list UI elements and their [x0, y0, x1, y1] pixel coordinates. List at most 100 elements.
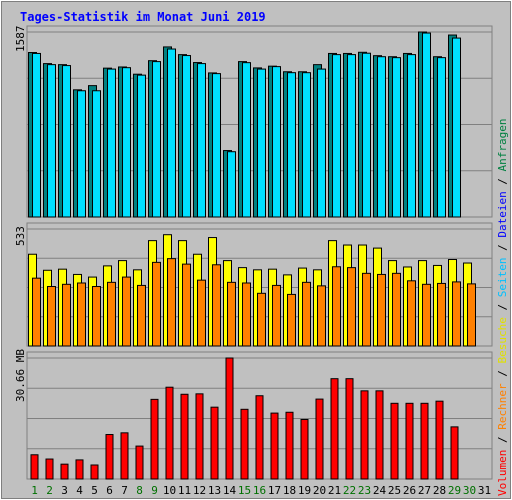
legend-separator: / — [496, 171, 509, 192]
legend-item-seiten: Seiten — [496, 257, 509, 298]
bar-volumen — [405, 402, 414, 480]
bar-seiten — [167, 48, 176, 218]
bar-volumen — [210, 406, 219, 480]
bar-seiten — [227, 151, 236, 218]
legend-item-rechner: Rechner — [496, 383, 509, 430]
bar-seiten — [197, 63, 206, 218]
bar-volumen — [240, 408, 249, 480]
day-label: 19 — [298, 484, 311, 497]
bar-seiten — [47, 64, 56, 218]
day-label: 14 — [223, 484, 237, 497]
bar-rechner — [422, 283, 431, 347]
bar-volumen — [195, 393, 204, 480]
bar-seiten — [452, 37, 461, 218]
bar-seiten — [347, 54, 356, 218]
bar-volumen — [135, 445, 144, 480]
legend-item-besuche: Besuche — [496, 317, 509, 364]
bar-seiten — [137, 74, 146, 218]
bar-volumen — [270, 412, 279, 480]
bar-seiten — [122, 67, 131, 218]
day-label: 22 — [343, 484, 356, 497]
bar-rechner — [272, 284, 281, 347]
day-label: 16 — [253, 484, 266, 497]
bar-seiten — [392, 57, 401, 218]
bar-rechner — [452, 281, 461, 347]
bar-rechner — [167, 258, 176, 347]
bar-seiten — [152, 61, 161, 218]
bar-seiten — [362, 52, 371, 218]
bar-volumen — [360, 390, 369, 480]
day-label: 11 — [178, 484, 191, 497]
bar-volumen — [150, 398, 159, 480]
bar-volumen — [450, 426, 459, 480]
bar-seiten — [437, 57, 446, 218]
bar-rechner — [332, 266, 341, 347]
day-label: 8 — [136, 484, 143, 497]
bar-rechner — [392, 272, 401, 347]
bar-rechner — [287, 293, 296, 347]
bar-rechner — [197, 279, 206, 347]
legend-item-anfragen: Anfragen — [496, 118, 509, 172]
bar-volumen — [60, 463, 69, 480]
bar-volumen — [90, 464, 99, 480]
day-label: 20 — [313, 484, 326, 497]
bar-rechner — [212, 264, 221, 347]
bar-seiten — [182, 55, 191, 218]
day-label: 13 — [208, 484, 221, 497]
legend-separator: / — [496, 297, 509, 318]
bar-volumen — [435, 400, 444, 480]
bar-seiten — [32, 52, 41, 218]
bar-seiten — [107, 68, 116, 218]
bar-seiten — [377, 56, 386, 218]
bar-rechner — [92, 286, 101, 347]
bar-rechner — [467, 283, 476, 347]
day-label: 18 — [283, 484, 296, 497]
bar-rechner — [302, 281, 311, 347]
bar-rechner — [407, 280, 416, 347]
bar-rechner — [182, 263, 191, 347]
legend-separator: / — [496, 429, 509, 450]
bar-rechner — [242, 282, 251, 347]
bar-seiten — [257, 68, 266, 218]
day-label: 1 — [31, 484, 38, 497]
bar-volumen — [255, 395, 264, 480]
bar-seiten — [317, 68, 326, 218]
day-label: 3 — [61, 484, 68, 497]
day-label: 9 — [151, 484, 158, 497]
legend-item-volumen: Volumen — [496, 449, 509, 496]
bar-rechner — [47, 286, 56, 347]
day-label: 29 — [448, 484, 461, 497]
bar-seiten — [212, 73, 221, 218]
bar-volumen — [285, 411, 294, 480]
bar-rechner — [77, 282, 86, 347]
day-label: 30 — [463, 484, 476, 497]
bar-volumen — [315, 398, 324, 480]
day-label: 27 — [418, 484, 431, 497]
bar-seiten — [272, 66, 281, 218]
y-label-bottom: 30.66 MB — [14, 349, 27, 402]
bar-seiten — [422, 32, 431, 218]
day-label: 25 — [388, 484, 401, 497]
day-label: 15 — [238, 484, 251, 497]
bar-seiten — [302, 72, 311, 218]
day-label: 26 — [403, 484, 416, 497]
day-label: 2 — [46, 484, 53, 497]
bar-seiten — [407, 54, 416, 218]
chart-title: Tages-Statistik im Monat Juni 2019 — [20, 10, 266, 24]
bar-rechner — [62, 283, 71, 347]
bar-seiten — [242, 62, 251, 218]
day-label: 4 — [76, 484, 83, 497]
bar-seiten — [92, 90, 101, 218]
day-label: 31 — [478, 484, 491, 497]
day-label: 23 — [358, 484, 371, 497]
day-label: 12 — [193, 484, 206, 497]
bar-volumen — [390, 402, 399, 480]
bar-volumen — [105, 434, 114, 480]
day-label: 17 — [268, 484, 281, 497]
day-label: 24 — [373, 484, 387, 497]
bar-rechner — [32, 277, 41, 347]
day-label: 28 — [433, 484, 446, 497]
bar-seiten — [62, 65, 71, 218]
